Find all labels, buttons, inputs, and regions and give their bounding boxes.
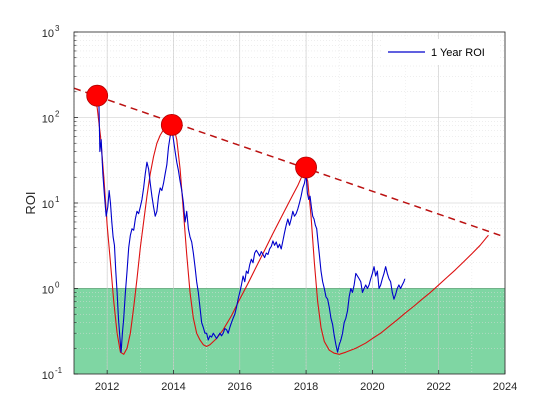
y-tick-label: 10 -1 <box>42 366 63 382</box>
y-tick-label: 10 2 <box>42 110 60 126</box>
fit-curve-line <box>93 95 489 355</box>
y-tick-label-base: 10 <box>42 28 54 40</box>
marker-layer <box>86 84 317 179</box>
y-tick-label-base: 10 <box>42 370 54 382</box>
y-tick-label-exponent: 2 <box>55 110 60 119</box>
peak-marker <box>160 113 183 136</box>
x-tick-label: 2016 <box>228 381 252 393</box>
x-tick-label: 2012 <box>95 381 119 393</box>
legend-label: 1 Year ROI <box>431 47 485 59</box>
y-tick-label-exponent: 0 <box>55 281 60 290</box>
below-one-region <box>74 288 505 374</box>
y-tick-label: 10 1 <box>42 195 60 211</box>
y-tick-label-exponent: 1 <box>55 195 60 204</box>
x-tick-label: 2018 <box>294 381 318 393</box>
y-tick-label-base: 10 <box>42 199 54 211</box>
legend: 1 Year ROI <box>382 39 498 65</box>
x-axis: 2012 2014 2016 2018 2020 2022 2024 <box>95 370 517 393</box>
roi-series-line <box>98 100 406 353</box>
peak-marker <box>86 84 109 107</box>
x-tick-label: 2022 <box>426 381 450 393</box>
peak-marker <box>295 156 317 179</box>
series-layer <box>73 87 506 355</box>
y-tick-label-base: 10 <box>42 285 54 297</box>
y-tick-label-exponent: 3 <box>55 24 60 33</box>
y-tick-label: 10 0 <box>42 281 60 297</box>
y-tick-label: 10 3 <box>42 24 60 40</box>
peak-trend-line <box>73 87 506 238</box>
x-tick-label: 2014 <box>161 381 185 393</box>
y-tick-label-exponent: -1 <box>55 366 63 375</box>
x-tick-label: 2024 <box>493 381 517 393</box>
x-tick-label: 2020 <box>360 381 384 393</box>
y-axis-label: ROI <box>23 191 38 214</box>
y-tick-label-base: 10 <box>42 114 54 126</box>
